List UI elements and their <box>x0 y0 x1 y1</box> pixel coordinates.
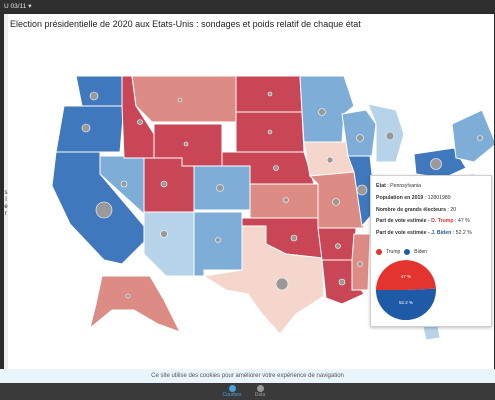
marker-utah <box>160 180 168 188</box>
tab-label: Data <box>254 392 266 398</box>
date-selector-label: U 03/11 <box>4 2 27 10</box>
pie-slice-biden <box>376 288 436 320</box>
marker-new-england <box>477 135 483 141</box>
marker-illinois <box>356 184 368 196</box>
pie-slice-trump <box>376 260 436 290</box>
tooltip-biden-prefix: Part de vote estimée - <box>376 230 430 236</box>
tooltip-biden-value: 52.2 % <box>455 230 472 236</box>
marker-south-dakota <box>267 129 273 135</box>
trump-legend-dot <box>376 249 382 255</box>
state-new-england[interactable] <box>451 109 494 163</box>
tooltip-population-value: 12801989 <box>427 195 451 201</box>
marker-north-dakota <box>267 91 273 97</box>
marker-wyoming <box>183 141 189 147</box>
tooltip-biden-name: J. Biden <box>431 230 452 236</box>
state-minnesota[interactable] <box>299 75 355 143</box>
tooltip-state-value: Pennsylvania <box>390 183 421 189</box>
marker-alaska <box>125 293 131 299</box>
tab-data[interactable]: Data <box>240 385 280 398</box>
state-new-mexico[interactable] <box>193 211 243 277</box>
marker-nevada <box>120 180 128 188</box>
biden-legend-dot <box>404 249 411 255</box>
pie-label-trump: 47 % <box>401 274 411 279</box>
marker-louisiana <box>338 278 346 286</box>
marker-oregon <box>81 123 91 133</box>
marker-new-york <box>430 158 442 170</box>
us-election-map <box>51 75 494 341</box>
chevron-down-icon: ▾ <box>28 3 32 10</box>
tooltip-state-row: Etat : Pennsylvania <box>376 183 421 189</box>
tooltip-electors-value: 20 <box>450 207 457 213</box>
chart-icon <box>228 385 236 392</box>
cookie-banner: Ce site utilise des cookies pour amélior… <box>0 369 495 383</box>
tooltip-population-label: Population en 2019 <box>376 195 424 201</box>
bottom-tab-bar: Courbes Data <box>0 383 495 400</box>
pie-legend: Trump Biden <box>376 249 427 255</box>
marker-nebraska <box>273 165 279 171</box>
marker-idaho <box>137 119 143 125</box>
left-gutter <box>4 14 8 369</box>
page-title: Election présidentielle de 2020 aux Etat… <box>10 19 361 29</box>
state-montana[interactable] <box>131 75 237 123</box>
cookie-text: Ce site utilise des cookies pour amélior… <box>151 373 344 379</box>
tooltip-electors-label: Nombre de grands électeurs <box>376 207 447 213</box>
state-wisconsin[interactable] <box>341 109 377 157</box>
tooltip-state-label: Etat <box>376 183 386 189</box>
marker-mississippi <box>357 261 363 267</box>
marker-california <box>95 201 113 219</box>
pie-label-biden: 52.2 % <box>399 300 413 305</box>
marker-new-mexico <box>215 237 221 243</box>
tooltip-trump-row: Part de vote estimée - D. Trump : 47 % <box>376 218 470 224</box>
marker-washington <box>89 91 99 101</box>
left-mark: e <box>4 204 8 210</box>
marker-texas <box>275 277 289 291</box>
state-texas[interactable] <box>202 225 325 335</box>
marker-arizona <box>160 230 168 238</box>
state-alaska[interactable] <box>89 275 182 333</box>
left-mark: s <box>4 190 8 196</box>
state-michigan[interactable] <box>367 103 405 163</box>
marker-arkansas <box>335 243 341 249</box>
tooltip-biden-row: Part de vote estimée - J. Biden : 52.2 % <box>376 230 472 236</box>
tooltip-population-row: Population en 2019 : 12801989 <box>376 195 451 201</box>
left-gutter-marks: s l e r <box>4 190 8 218</box>
data-icon <box>256 385 264 392</box>
tab-label: Courbes <box>222 392 242 398</box>
tooltip-trump-prefix: Part de vote estimée - <box>376 218 430 224</box>
marker-wisconsin <box>356 134 364 142</box>
state-washington[interactable] <box>75 75 125 107</box>
tooltip-trump-name: D. Trump <box>431 218 454 224</box>
population-markers <box>81 91 483 299</box>
marker-colorado <box>216 184 224 192</box>
marker-iowa <box>326 156 334 164</box>
vote-share-pie: 47 % 52.2 % <box>376 260 436 320</box>
left-mark: r <box>5 211 7 217</box>
state-tooltip: Etat : Pennsylvania Population en 2019 :… <box>370 175 492 327</box>
tooltip-trump-value: 47 % <box>457 218 470 224</box>
marker-michigan <box>385 131 395 141</box>
marker-missouri <box>332 198 340 206</box>
top-bar: U 03/11 ▾ <box>0 0 495 12</box>
tab-courbes[interactable]: Courbes <box>212 385 252 398</box>
state-arizona[interactable] <box>143 211 195 277</box>
biden-legend-label: Biden <box>414 249 428 255</box>
marker-montana <box>177 97 183 103</box>
trump-legend-label: Trump <box>386 249 401 255</box>
marker-minnesota <box>318 108 326 116</box>
state-utah[interactable] <box>143 157 195 213</box>
tooltip-electors-row: Nombre de grands électeurs : 20 <box>376 207 457 213</box>
marker-kansas <box>283 197 289 203</box>
map-panel: s l e r Election présidentielle de 2020 … <box>4 14 494 369</box>
left-mark: l <box>5 197 7 203</box>
marker-oklahoma <box>290 234 298 242</box>
date-selector[interactable]: U 03/11 ▾ <box>4 2 32 11</box>
